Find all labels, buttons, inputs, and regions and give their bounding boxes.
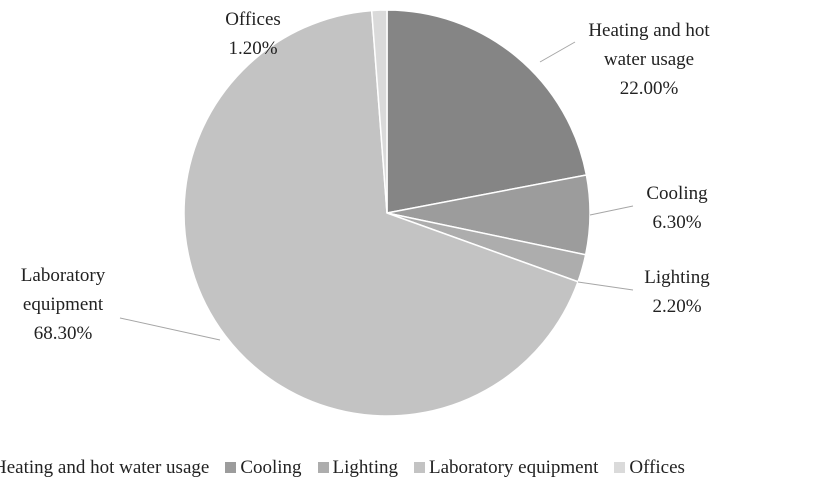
legend-label: Cooling <box>240 457 302 478</box>
data-label: Laboratory equipment 68.30% <box>3 261 123 348</box>
legend-label: Laboratory equipment <box>429 457 599 478</box>
label-value: 1.20% <box>228 38 278 59</box>
label-category: Heating and hot water usage <box>588 20 710 70</box>
legend: Heating and hot water usage Cooling Lighti… <box>0 453 701 482</box>
legend-label: Offices <box>629 457 685 478</box>
legend-swatch <box>614 462 626 473</box>
data-label: Lighting 2.20% <box>617 263 737 321</box>
label-value: 6.30% <box>652 212 702 233</box>
legend-item: Laboratory equipment <box>414 453 598 482</box>
legend-label: Heating and hot water usage <box>0 457 210 478</box>
legend-item: Lighting <box>317 453 398 482</box>
label-value: 2.20% <box>652 296 702 317</box>
slices <box>183 9 591 417</box>
legend-item: Offices <box>614 453 685 482</box>
data-label: Cooling 6.30% <box>617 179 737 237</box>
label-category: Cooling <box>646 183 708 204</box>
leader-line <box>119 317 221 341</box>
label-category: Laboratory equipment <box>20 265 106 315</box>
leader-line <box>539 41 576 63</box>
leader-line <box>577 281 634 291</box>
legend-item: Cooling <box>225 453 302 482</box>
legend-swatch <box>414 462 425 473</box>
slice <box>386 9 588 214</box>
slice <box>370 9 388 214</box>
data-label: Offices 1.20% <box>193 5 313 63</box>
legend-swatch <box>225 462 237 473</box>
label-category: Offices <box>225 9 281 30</box>
slice <box>183 9 579 417</box>
legend-item: Heating and hot water usage <box>0 453 209 482</box>
label-category: Lighting <box>644 267 710 288</box>
data-label: Heating and hot water usage 22.00% <box>569 16 729 103</box>
leader-line <box>589 205 634 216</box>
label-value: 68.30% <box>33 323 93 344</box>
legend-label: Lighting <box>332 457 398 478</box>
label-value: 22.00% <box>619 78 679 99</box>
legend-swatch <box>317 462 329 473</box>
